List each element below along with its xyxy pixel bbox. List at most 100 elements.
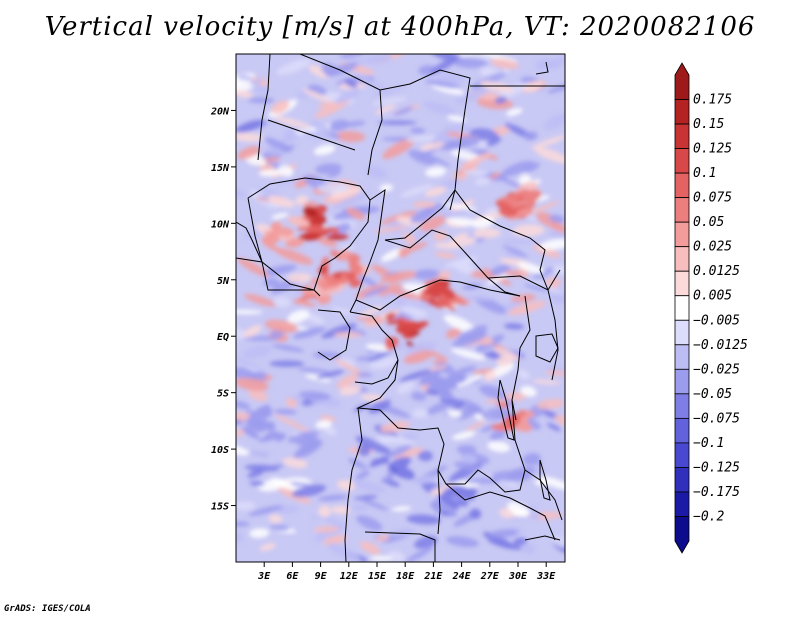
field-cell bbox=[317, 183, 351, 193]
field-cell bbox=[249, 481, 265, 486]
field-cell bbox=[494, 348, 520, 361]
field-cell bbox=[531, 135, 565, 150]
field-cell bbox=[452, 431, 476, 440]
colorbar-swatch bbox=[674, 417, 690, 444]
colorbar-label: −0.05 bbox=[693, 387, 732, 402]
x-tick-label: 18E bbox=[396, 571, 415, 582]
feature-cell bbox=[326, 233, 349, 241]
field-cell bbox=[323, 426, 337, 436]
field-cell bbox=[329, 186, 362, 200]
field-cell bbox=[243, 325, 262, 338]
field-cell bbox=[534, 147, 565, 164]
field-cell bbox=[545, 370, 565, 376]
colorbar-label: −0.1 bbox=[693, 436, 724, 451]
field-cell bbox=[237, 146, 260, 160]
feature-cell bbox=[381, 474, 394, 484]
field-cell bbox=[524, 162, 540, 173]
field-cell bbox=[331, 307, 353, 315]
y-tick-label: 5N bbox=[217, 276, 230, 287]
feature-cell bbox=[430, 285, 452, 295]
field-cell bbox=[543, 113, 565, 130]
field-cell bbox=[258, 169, 282, 177]
field-cell bbox=[545, 277, 561, 288]
field-cell bbox=[461, 237, 475, 246]
field-cell bbox=[264, 137, 292, 153]
field-cell bbox=[319, 415, 337, 422]
field-cell bbox=[413, 269, 440, 280]
field-cell bbox=[388, 289, 425, 301]
colorbar-swatch bbox=[674, 319, 690, 346]
field-cell bbox=[434, 251, 456, 259]
x-tick-label: 3E bbox=[257, 571, 271, 582]
field-cell bbox=[405, 135, 438, 143]
plot-frame bbox=[235, 53, 566, 563]
field-cell bbox=[400, 184, 433, 198]
field-cell bbox=[350, 479, 386, 493]
field-cell bbox=[348, 458, 368, 470]
field-cell bbox=[315, 420, 332, 429]
feature-cell bbox=[439, 494, 460, 510]
field-cell bbox=[236, 532, 244, 544]
field-cell bbox=[260, 543, 276, 551]
field-cell bbox=[302, 201, 318, 208]
field-cell bbox=[406, 514, 441, 525]
field-cell bbox=[369, 555, 393, 561]
field-cell bbox=[295, 195, 309, 205]
field-cell bbox=[402, 432, 418, 441]
field-cell bbox=[280, 135, 295, 144]
field-cell bbox=[506, 108, 523, 117]
y-tick-label: 15N bbox=[211, 163, 230, 174]
field-cell bbox=[236, 79, 255, 91]
feature-cell bbox=[246, 416, 270, 429]
field-cell bbox=[432, 358, 448, 364]
field-cell bbox=[339, 384, 362, 396]
field-cell bbox=[364, 166, 387, 179]
field-cell bbox=[393, 447, 424, 460]
chart-title: Vertical velocity [m/s] at 400hPa, VT: 2… bbox=[44, 12, 756, 42]
colorbar: 0.175 0.15 0.125 0.1 0.075 0.05 0.025 0.0125 0.0… bbox=[674, 62, 748, 554]
colorbar-swatch bbox=[674, 344, 690, 370]
field-cell bbox=[362, 286, 389, 297]
field-cell bbox=[549, 230, 565, 241]
field-cell bbox=[301, 88, 332, 103]
feature-cell bbox=[519, 414, 529, 426]
field-cell bbox=[286, 273, 312, 283]
field-cell bbox=[389, 528, 417, 537]
field-cell bbox=[273, 116, 311, 129]
field-cell bbox=[248, 505, 284, 517]
colorbar-label: −0.075 bbox=[693, 411, 740, 426]
field-cell bbox=[412, 475, 437, 484]
field-cell bbox=[332, 192, 368, 210]
field-cell bbox=[487, 441, 511, 453]
colorbar-swatch bbox=[674, 172, 690, 199]
field-cell bbox=[411, 391, 427, 401]
feature-cell bbox=[303, 206, 318, 218]
field-cell bbox=[274, 408, 298, 415]
field-cell bbox=[549, 293, 565, 304]
y-tick-label: 10N bbox=[211, 219, 230, 230]
field-cell bbox=[536, 399, 565, 410]
field-cell bbox=[353, 403, 371, 412]
field-cell bbox=[446, 409, 462, 418]
field-cell bbox=[526, 462, 546, 476]
field-cell bbox=[285, 397, 298, 408]
feature-cell bbox=[292, 299, 316, 307]
feature-cell bbox=[447, 506, 457, 517]
field-cell bbox=[376, 534, 390, 542]
feature-cell bbox=[526, 198, 536, 209]
x-tick-label: 27E bbox=[480, 571, 500, 582]
field-cell bbox=[356, 372, 373, 378]
field-cell bbox=[523, 81, 543, 92]
colorbar-swatch bbox=[674, 516, 690, 554]
field-cell bbox=[457, 399, 484, 415]
field-cell bbox=[461, 453, 477, 465]
field-cell bbox=[502, 245, 529, 258]
colorbar-swatch bbox=[674, 295, 690, 321]
field-cell bbox=[524, 200, 561, 216]
feature-cell bbox=[405, 341, 414, 347]
field-cell bbox=[402, 232, 416, 244]
feature-cell bbox=[313, 214, 328, 224]
feature-cell bbox=[330, 227, 339, 235]
field-cell bbox=[532, 244, 561, 258]
